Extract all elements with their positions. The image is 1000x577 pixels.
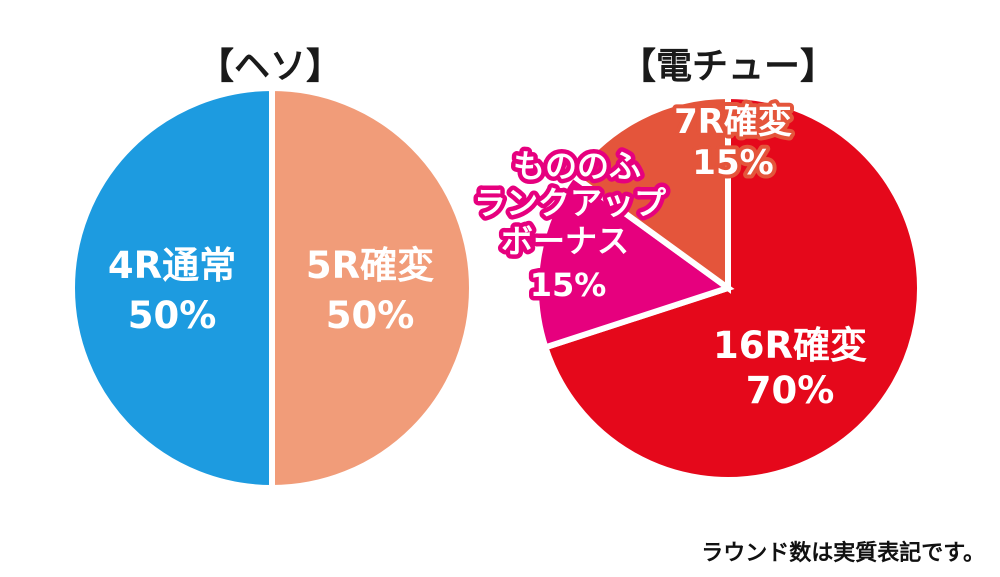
denchu-pie-slices: [533, 92, 923, 483]
denchu-chart-title: 【電チュー】: [620, 46, 836, 87]
denchu-slice-label-mononofu: もののふ: [513, 147, 641, 185]
denchu-slice-label-rankup: ランクアップ: [474, 184, 667, 222]
heso-pie-slices: [69, 84, 475, 492]
denchu-slice-label-7r-kakuhen: 7R確変: [674, 102, 792, 142]
denchu-slice-label-16r-kakuhen: 16R確変: [713, 324, 867, 367]
denchu-slice-label-bonus: ボーナス: [501, 222, 629, 260]
heso-slice-5r-kakuhen: [269, 84, 475, 492]
denchu-pie-chart: 【電チュー】 16R確変 70% もののふ ランクアップ ボーナス 15% 7R…: [469, 46, 923, 483]
denchu-slice-7r-kakuhen: [568, 92, 731, 294]
footnote-text: ラウンド数は実質表記です。: [701, 540, 985, 566]
heso-slice-pct-4r-tsujo: 50%: [128, 294, 217, 337]
heso-slice-label-5r-kakuhen: 5R確変: [306, 244, 434, 287]
denchu-slice-pct-mononofu: 15%: [530, 266, 607, 304]
heso-chart-title: 【ヘソ】: [198, 46, 342, 87]
heso-slice-label-4r-tsujo: 4R通常: [108, 244, 236, 287]
heso-slice-4r-tsujo: [69, 84, 275, 492]
denchu-slice-pct-7r-kakuhen: 15%: [692, 143, 773, 183]
denchu-slice-pct-16r-kakuhen: 70%: [746, 369, 835, 412]
heso-slice-pct-5r-kakuhen: 50%: [326, 294, 415, 337]
heso-pie-chart: 【ヘソ】 5R確変 50% 4R通常 50%: [69, 46, 475, 492]
denchu-slice-mononofu-rankup-bonus: [533, 170, 735, 352]
